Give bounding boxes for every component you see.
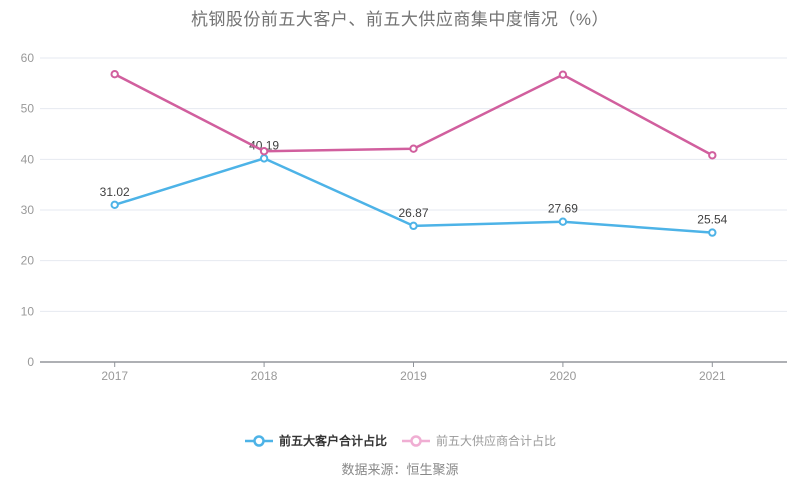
- data-source-text: 数据来源：恒生聚源: [341, 462, 459, 477]
- data-point[interactable]: [558, 217, 568, 226]
- y-tick-label: 10: [21, 304, 35, 318]
- y-tick-label: 60: [21, 51, 35, 65]
- chart-title: 杭钢股份前五大客户、前五大供应商集中度情况（%）: [190, 10, 610, 29]
- y-tick-label: 50: [21, 102, 35, 116]
- x-tick-label: 2019: [400, 369, 427, 383]
- y-tick-label: 30: [21, 203, 35, 217]
- x-tick-label: 2020: [550, 369, 577, 383]
- data-point[interactable]: [409, 144, 418, 153]
- data-point-label: 27.69: [548, 202, 578, 216]
- y-tick-label: 0: [27, 355, 34, 369]
- data-point[interactable]: [259, 154, 269, 163]
- data-point-label: 26.87: [398, 206, 428, 220]
- series-line-1: [113, 72, 714, 157]
- chart-canvas: 0 10 20 30 40 50 60 2017 2018 2019 2020 2021 31.02 40…: [21, 51, 787, 383]
- x-tick-label: 2021: [699, 369, 726, 383]
- data-point[interactable]: [409, 221, 418, 231]
- y-tick-label: 40: [21, 152, 35, 166]
- legend-label-suppliers: 前五大供应商合计占比: [436, 434, 557, 448]
- legend-label-customers: 前五大客户合计占比: [278, 434, 387, 448]
- data-point-label: 40.19: [249, 138, 279, 152]
- data-point[interactable]: [708, 151, 717, 160]
- data-point[interactable]: [259, 147, 269, 156]
- series-line-0: [113, 157, 714, 234]
- data-point[interactable]: [110, 70, 119, 79]
- line-circle-marker-icon: [402, 434, 430, 447]
- legend: 前五大客户合计占比 前五大供应商合计占比: [0, 432, 800, 449]
- data-point[interactable]: [708, 228, 717, 237]
- line-circle-marker-icon: [244, 434, 273, 447]
- data-point-label: 25.54: [697, 213, 727, 227]
- x-tick-label: 2017: [101, 369, 128, 383]
- data-point-label: 31.02: [100, 185, 130, 199]
- data-point[interactable]: [558, 70, 568, 79]
- x-tick-label: 2018: [251, 369, 278, 383]
- data-point[interactable]: [110, 200, 119, 210]
- y-tick-label: 20: [21, 254, 35, 268]
- legend-item-suppliers[interactable]: 前五大供应商合计占比: [401, 432, 556, 449]
- legend-item-customers[interactable]: 前五大客户合计占比: [244, 432, 387, 449]
